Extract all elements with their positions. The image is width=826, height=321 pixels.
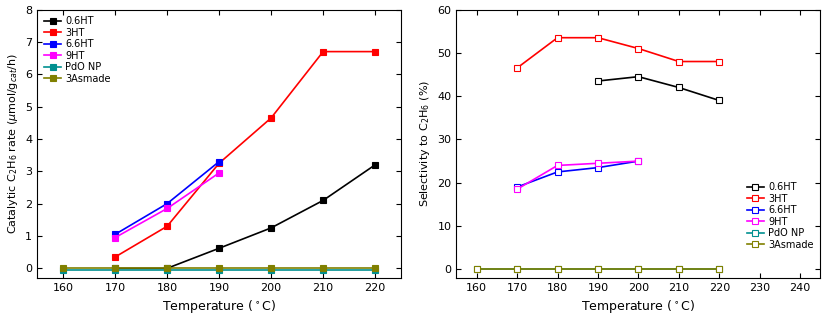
6.6HT [634, 159, 643, 163]
3Asmade [634, 267, 643, 271]
0.6HT [593, 79, 603, 83]
PdO NP [512, 267, 522, 271]
0.6HT [714, 99, 724, 102]
3Asmade [593, 267, 603, 271]
Y-axis label: Catalytic C$_2$H$_6$ rate ($\mu$mol/g$_{cat}$/h): Catalytic C$_2$H$_6$ rate ($\mu$mol/g$_{… [6, 53, 20, 234]
0.6HT [370, 163, 380, 167]
3Asmade [714, 267, 724, 271]
X-axis label: Temperature ($^\circ$C): Temperature ($^\circ$C) [582, 299, 695, 316]
PdO NP [214, 268, 224, 272]
Line: 3HT: 3HT [112, 48, 378, 260]
0.6HT [674, 86, 684, 90]
Line: PdO NP: PdO NP [59, 266, 378, 273]
3Asmade [674, 267, 684, 271]
PdO NP [110, 268, 120, 272]
6.6HT [553, 170, 563, 174]
Line: 9HT: 9HT [112, 169, 222, 241]
6.6HT [512, 185, 522, 189]
3Asmade [370, 266, 380, 270]
3HT [162, 224, 172, 228]
6.6HT [110, 232, 120, 236]
0.6HT [214, 246, 224, 250]
3Asmade [58, 266, 68, 270]
6.6HT [214, 160, 224, 163]
3HT [318, 50, 328, 54]
Line: 0.6HT: 0.6HT [595, 73, 723, 104]
0.6HT [110, 266, 120, 270]
PdO NP [162, 268, 172, 272]
3Asmade [512, 267, 522, 271]
0.6HT [162, 266, 172, 270]
PdO NP [318, 268, 328, 272]
Line: 6.6HT: 6.6HT [112, 158, 222, 238]
9HT [214, 171, 224, 175]
Line: 6.6HT: 6.6HT [514, 158, 642, 191]
PdO NP [58, 268, 68, 272]
3Asmade [162, 266, 172, 270]
PdO NP [370, 268, 380, 272]
9HT [512, 187, 522, 191]
X-axis label: Temperature ($^\circ$C): Temperature ($^\circ$C) [162, 299, 276, 316]
6.6HT [593, 166, 603, 169]
3Asmade [318, 266, 328, 270]
Y-axis label: Selectivity to C$_2$H$_6$ (%): Selectivity to C$_2$H$_6$ (%) [418, 80, 432, 207]
3Asmade [553, 267, 563, 271]
3HT [512, 66, 522, 70]
Line: 3Asmade: 3Asmade [473, 266, 723, 273]
PdO NP [553, 267, 563, 271]
3HT [214, 161, 224, 165]
3HT [553, 36, 563, 39]
3HT [110, 255, 120, 259]
3HT [266, 116, 276, 120]
PdO NP [674, 267, 684, 271]
9HT [553, 163, 563, 167]
PdO NP [266, 268, 276, 272]
9HT [162, 206, 172, 210]
PdO NP [593, 267, 603, 271]
Line: 3Asmade: 3Asmade [59, 265, 378, 272]
9HT [634, 159, 643, 163]
PdO NP [634, 267, 643, 271]
Line: 3HT: 3HT [514, 34, 723, 72]
9HT [593, 161, 603, 165]
3Asmade [266, 266, 276, 270]
3HT [714, 60, 724, 64]
PdO NP [472, 267, 482, 271]
Line: PdO NP: PdO NP [473, 266, 723, 273]
0.6HT [266, 226, 276, 230]
Line: 9HT: 9HT [514, 158, 642, 193]
0.6HT [634, 75, 643, 79]
3Asmade [214, 266, 224, 270]
3Asmade [472, 267, 482, 271]
Line: 0.6HT: 0.6HT [112, 161, 378, 272]
9HT [110, 236, 120, 239]
3HT [593, 36, 603, 39]
3Asmade [110, 266, 120, 270]
6.6HT [162, 202, 172, 205]
3HT [370, 50, 380, 54]
PdO NP [714, 267, 724, 271]
Legend: 0.6HT, 3HT, 6.6HT, 9HT, PdO NP, 3Asmade: 0.6HT, 3HT, 6.6HT, 9HT, PdO NP, 3Asmade [42, 14, 112, 86]
3HT [674, 60, 684, 64]
3HT [634, 47, 643, 50]
0.6HT [318, 198, 328, 202]
Legend: 0.6HT, 3HT, 6.6HT, 9HT, PdO NP, 3Asmade: 0.6HT, 3HT, 6.6HT, 9HT, PdO NP, 3Asmade [745, 180, 815, 252]
